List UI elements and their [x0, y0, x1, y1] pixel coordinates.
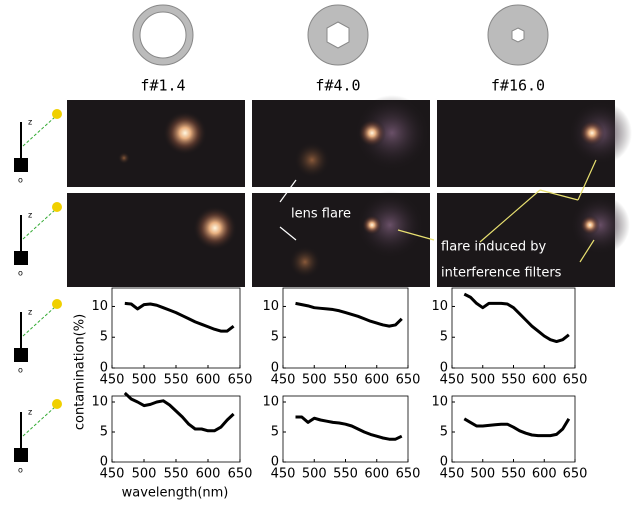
y-tick-label: 0: [440, 455, 448, 470]
data-line: [463, 417, 571, 438]
x-tick-label: 550: [333, 373, 358, 388]
x-tick-label: 650: [396, 467, 421, 482]
x-tick-label: 500: [132, 467, 157, 482]
x-tick-label: 600: [364, 373, 389, 388]
x-tick-label: 600: [196, 373, 221, 388]
x-tick-label: 450: [440, 467, 465, 482]
y-tick-label: 10: [91, 395, 108, 410]
aperture-label: f#1.4: [140, 77, 185, 95]
x-tick-label: 650: [563, 373, 588, 388]
setup-icons: [14, 109, 62, 462]
data-line: [124, 301, 235, 333]
plot-area: [111, 287, 241, 369]
y-tick-label: 0: [100, 455, 108, 470]
x-tick-label: 600: [532, 373, 557, 388]
y-tick-label: 5: [271, 425, 279, 440]
setup-label: o: [18, 466, 23, 475]
x-tick-label: 550: [501, 373, 526, 388]
x-tick-label: 550: [164, 467, 189, 482]
data-line: [123, 391, 235, 433]
y-tick-label: 5: [100, 425, 108, 440]
y-tick-label: 5: [271, 330, 279, 345]
y-axis-label: contamination(%): [73, 314, 88, 430]
x-tick-label: 500: [470, 467, 495, 482]
x-tick-label: 600: [364, 467, 389, 482]
data-line: [295, 301, 403, 328]
setup-label: z: [28, 118, 32, 127]
setup-label: o: [18, 176, 23, 185]
y-tick-label: 5: [440, 425, 448, 440]
y-tick-label: 0: [271, 455, 279, 470]
photos: [67, 95, 632, 287]
x-tick-label: 550: [501, 467, 526, 482]
x-tick-label: 600: [532, 467, 557, 482]
y-tick-label: 10: [91, 299, 108, 314]
y-tick-label: 5: [100, 330, 108, 345]
annotation: lens flare: [291, 207, 351, 222]
setup-label: o: [18, 269, 23, 278]
x-tick-label: 450: [440, 373, 465, 388]
x-tick-label: 500: [470, 373, 495, 388]
x-tick-label: 650: [228, 467, 253, 482]
setup-label: z: [28, 211, 32, 220]
annotation: interference filters: [441, 266, 562, 281]
x-tick-label: 550: [164, 373, 189, 388]
annotation-arrows: [279, 159, 597, 263]
y-tick-label: 10: [431, 395, 448, 410]
x-tick-label: 450: [100, 373, 125, 388]
aperture-label: f#4.0: [315, 77, 360, 95]
annotation: flare induced by: [441, 240, 546, 255]
y-tick-label: 0: [440, 361, 448, 376]
x-tick-label: 650: [396, 373, 421, 388]
plot-area: [111, 395, 241, 463]
plot-area: [451, 287, 576, 369]
setup-label: z: [28, 308, 32, 317]
x-tick-label: 450: [271, 373, 296, 388]
plot-area: [282, 287, 409, 369]
y-tick-label: 0: [100, 361, 108, 376]
x-tick-label: 550: [333, 467, 358, 482]
y-tick-label: 10: [262, 395, 279, 410]
plot-area: [451, 395, 576, 463]
data-line: [295, 415, 403, 441]
y-tick-label: 0: [271, 361, 279, 376]
y-tick-label: 10: [431, 299, 448, 314]
x-tick-label: 500: [302, 467, 327, 482]
setup-label: o: [18, 366, 23, 375]
aperture-label: f#16.0: [491, 77, 545, 95]
data-line: [463, 292, 570, 344]
y-tick-label: 5: [440, 330, 448, 345]
aperture-icons: [132, 4, 549, 66]
x-axis-label: wavelength(nm): [122, 486, 229, 501]
setup-label: z: [28, 408, 32, 417]
x-tick-label: 500: [132, 373, 157, 388]
x-tick-label: 650: [228, 373, 253, 388]
plot-area: [282, 395, 409, 463]
x-tick-label: 600: [196, 467, 221, 482]
x-tick-label: 450: [271, 467, 296, 482]
y-tick-label: 10: [262, 299, 279, 314]
x-tick-label: 450: [100, 467, 125, 482]
x-tick-label: 500: [302, 373, 327, 388]
x-tick-label: 650: [563, 467, 588, 482]
